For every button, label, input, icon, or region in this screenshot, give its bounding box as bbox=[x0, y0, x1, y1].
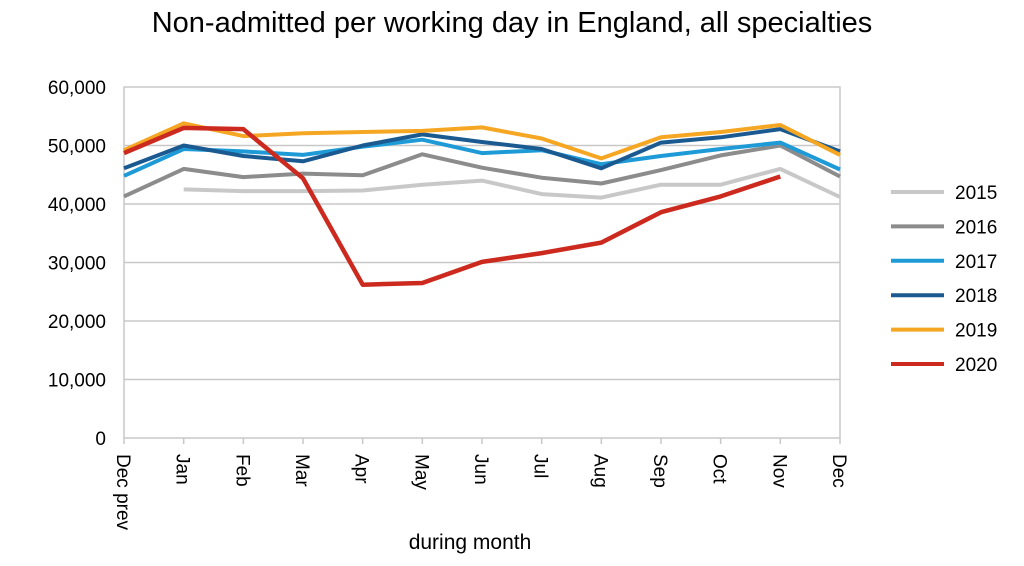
y-tick-label: 50,000 bbox=[48, 137, 106, 158]
legend-label-2016: 2016 bbox=[955, 217, 997, 238]
x-tick-label: Jan bbox=[172, 454, 193, 485]
legend-label-2017: 2017 bbox=[955, 252, 997, 273]
y-tick-label: 40,000 bbox=[48, 195, 106, 216]
x-tick-label: Mar bbox=[291, 454, 312, 487]
x-tick-label: Jun bbox=[470, 454, 491, 485]
x-tick-label: Feb bbox=[231, 454, 252, 487]
x-tick-label: Oct bbox=[709, 454, 730, 484]
x-tick-label: Aug bbox=[589, 454, 610, 488]
chart-title: Non-admitted per working day in England,… bbox=[152, 7, 873, 39]
x-tick-label: Dec prev bbox=[112, 454, 133, 531]
y-axis: 0 10,000 20,000 30,000 40,000 50,000 60,000 bbox=[48, 78, 106, 450]
x-tick-label: Nov bbox=[768, 454, 789, 488]
x-axis: Dec prev Jan Feb Mar Apr May Jun Jul Aug Sep Oct No… bbox=[112, 438, 849, 531]
x-tick-label: May bbox=[410, 454, 431, 490]
y-tick-label: 60,000 bbox=[48, 78, 106, 99]
legend: 2015 2016 2017 2018 2019 2020 bbox=[891, 183, 997, 376]
series-lines bbox=[123, 121, 841, 287]
legend-label-2019: 2019 bbox=[955, 321, 997, 342]
series-line-2019 bbox=[123, 121, 841, 161]
x-tick-label: Apr bbox=[351, 454, 372, 484]
series-line-2015 bbox=[183, 166, 841, 200]
x-tick-label: Dec bbox=[828, 454, 849, 488]
x-axis-label: during month bbox=[409, 531, 532, 554]
legend-label-2015: 2015 bbox=[955, 183, 997, 204]
y-tick-label: 0 bbox=[95, 429, 106, 450]
y-tick-label: 10,000 bbox=[48, 371, 106, 392]
series-line-2018 bbox=[123, 127, 841, 171]
x-tick-label: Sep bbox=[649, 454, 670, 488]
legend-label-2020: 2020 bbox=[955, 355, 997, 376]
legend-label-2018: 2018 bbox=[955, 286, 997, 307]
x-tick-label: Jul bbox=[530, 454, 551, 478]
y-tick-label: 30,000 bbox=[48, 254, 106, 275]
series-line-2017 bbox=[123, 137, 841, 178]
series-line-2020 bbox=[123, 125, 782, 287]
y-tick-label: 20,000 bbox=[48, 312, 106, 333]
series-line-2016 bbox=[123, 143, 841, 199]
